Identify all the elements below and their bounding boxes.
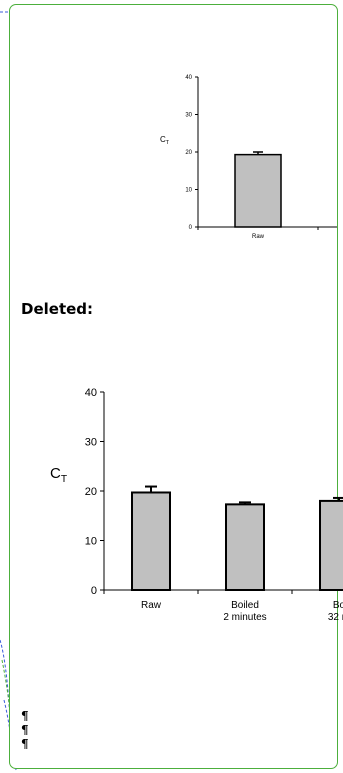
y-axis-label: CT [50, 465, 67, 485]
x-category-label: Boiled 2 minutes [223, 600, 266, 623]
y-tick-label: 0 [91, 585, 97, 597]
y-tick-label: 40 [185, 75, 192, 81]
paragraph-marks: ¶ ¶ ¶ [21, 709, 35, 751]
bar [131, 491, 171, 591]
y-tick-label: 20 [185, 150, 192, 156]
comment-balloon [9, 4, 338, 769]
deleted-label: Deleted: [21, 300, 94, 318]
x-category-label: Raw [141, 600, 162, 611]
paragraph-mark: ¶ [21, 737, 29, 751]
y-tick-label: 10 [85, 535, 97, 547]
small-bar-chart: 0 10 20 30 40 CT Raw [160, 75, 337, 240]
y-tick-label: 20 [85, 486, 97, 498]
y-tick-label: 40 [85, 387, 97, 399]
y-tick-label: 30 [185, 113, 192, 119]
bar [225, 503, 265, 591]
y-tick-label: 10 [185, 188, 192, 194]
paragraph-mark: ¶ [21, 709, 29, 723]
y-axis-label: CT [160, 135, 170, 146]
paragraph-mark: ¶ [21, 723, 29, 737]
bar [319, 499, 343, 591]
x-category-label: Raw [252, 234, 265, 240]
y-tick-label: 30 [85, 436, 97, 448]
y-tick-label: 0 [189, 225, 193, 231]
